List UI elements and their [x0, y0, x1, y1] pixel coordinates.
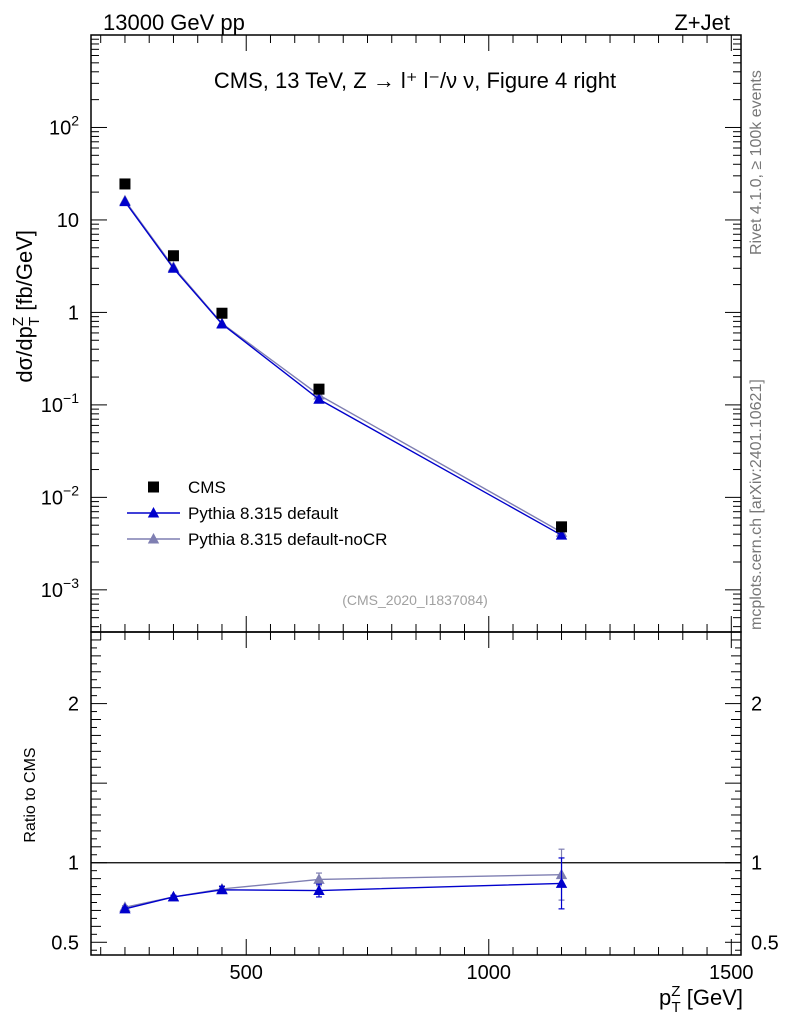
- chart-title: CMS, 13 TeV, Z → l⁺ l⁻/ν ν, Figure 4 rig…: [214, 68, 616, 93]
- ratio-line-1: [124, 873, 562, 908]
- y-tick-label: 10−1: [41, 390, 79, 417]
- cms-data-point: [167, 250, 179, 262]
- legend-label: CMS: [188, 478, 226, 497]
- ratio-y-axis-label: Ratio to CMS: [22, 747, 39, 842]
- legend-cms-marker: [148, 481, 159, 493]
- header-left: 13000 GeV pp: [103, 10, 245, 35]
- ratio-panel: 500 1000 1500 0.5 0.5 1 1 2 2: [51, 631, 779, 984]
- legend-marker-2: [147, 533, 160, 544]
- y-tick-label: 10: [57, 210, 79, 232]
- y-tick-label: 1: [68, 302, 79, 324]
- series-1-point: [313, 393, 325, 404]
- x-tick-label: 1000: [467, 962, 512, 984]
- x-axis-label: pZ T [GeV]: [659, 983, 743, 1016]
- header-right: Z+Jet: [674, 10, 730, 35]
- legend-label: Pythia 8.315 default: [188, 504, 339, 523]
- rivet-label: Rivet 4.1.0, ≥ 100k events: [748, 70, 765, 255]
- ratio-point-0: [313, 884, 325, 896]
- y-axis-label: dσ/dpZT [fb/GeV]: [10, 230, 43, 383]
- x-tick-label: 500: [230, 962, 263, 984]
- ratio-point-0: [167, 890, 180, 902]
- ratio-y-tick-label-right: 2: [751, 694, 762, 716]
- legend-marker-1: [147, 507, 160, 518]
- ratio-y-tick-label: 2: [68, 694, 79, 716]
- series-1-point: [167, 262, 180, 273]
- legend-label: Pythia 8.315 default-noCR: [188, 530, 387, 549]
- ratio-line-0: [124, 882, 562, 910]
- cms-data-point: [119, 178, 131, 190]
- main-panel: 10−3 10−2 10−1 1 10 102: [41, 34, 742, 633]
- ratio-point-0: [555, 877, 568, 888]
- ratio-point-0: [119, 902, 131, 914]
- ratio-frame: [90, 631, 742, 956]
- mcplots-label: mcplots.cern.ch [arXiv:2401.10621]: [748, 379, 765, 630]
- ratio-y-tick-label: 0.5: [51, 932, 79, 954]
- analysis-watermark: (CMS_2020_I1837084): [342, 592, 488, 608]
- series-1-point: [119, 195, 131, 207]
- cms-data-point: [556, 521, 568, 533]
- ratio-point-1: [313, 873, 325, 884]
- ratio-y-tick-label-right: 1: [751, 853, 762, 875]
- ratio-point-0: [216, 883, 228, 895]
- cms-data-point: [216, 307, 228, 319]
- ratio-y-tick-label: 1: [68, 853, 79, 875]
- y-tick-label: 10−2: [41, 482, 79, 509]
- y-tick-label: 10−3: [41, 575, 79, 602]
- series-1-point: [555, 529, 568, 540]
- legend: CMS Pythia 8.315 default Pythia 8.315 defa…: [127, 478, 387, 549]
- cms-data-point: [313, 383, 325, 395]
- series-1-point: [216, 317, 228, 329]
- y-tick-label: 102: [49, 112, 79, 139]
- ratio-y-tick-label-right: 0.5: [751, 932, 779, 954]
- x-tick-label: 1500: [709, 962, 754, 984]
